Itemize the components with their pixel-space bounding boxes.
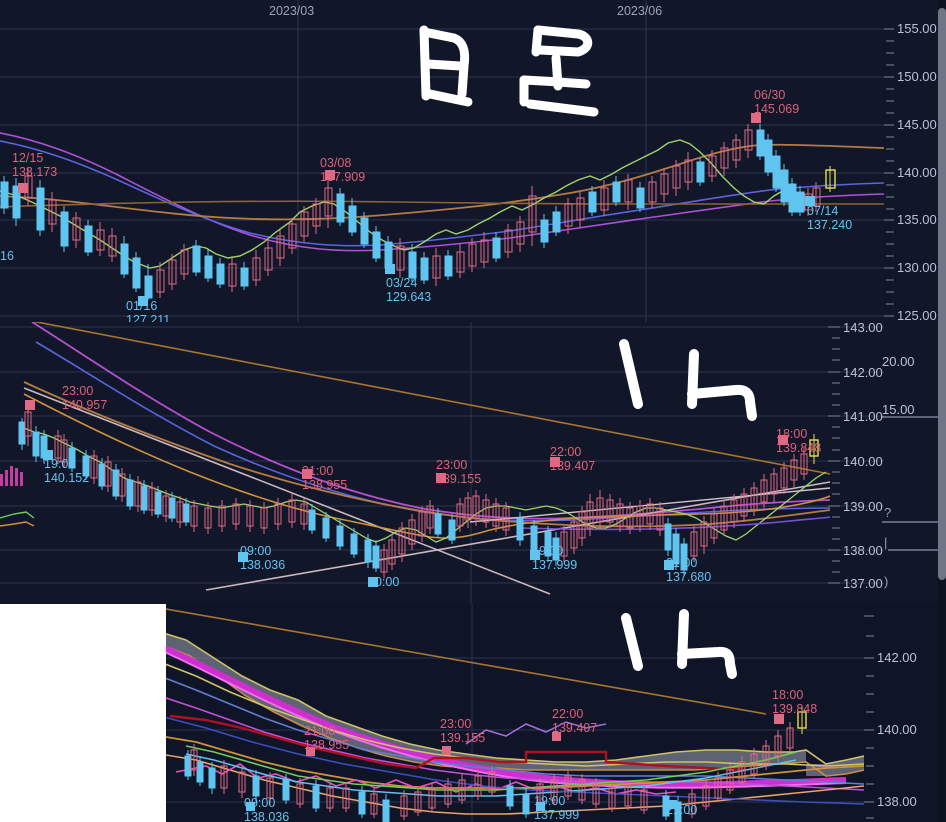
indicator-ma-lilac xyxy=(465,721,607,745)
ind-marker-low-2100 xyxy=(668,800,677,809)
hourly-indicator-panel[interactable]: 21:00 138.955 23:00 139.155 22:00 139.407 1… xyxy=(166,604,946,822)
daily-marker-label-0630: 06/30 145.069 xyxy=(754,88,800,116)
daily-marker-label-0714: 07/14 137.240 xyxy=(807,204,853,232)
hourly-ma-green xyxy=(23,427,827,543)
handwriting-annotation-nikkiashi xyxy=(410,22,640,122)
hourly-marker-squares xyxy=(25,400,788,587)
daily-current-candle xyxy=(825,166,836,192)
hourly-current-candle xyxy=(809,434,819,464)
hourly-trendline-white-down xyxy=(23,387,551,595)
indicator-ma-magenta-thin xyxy=(166,651,847,789)
indicator-candlesticks xyxy=(184,706,807,822)
indicator-current-candle xyxy=(797,706,807,734)
hourly-label-2300-b: 23:00 139.155 xyxy=(436,458,482,486)
hourly-label-1900-b: 19:00 137.999 xyxy=(532,544,578,572)
marker-high-0630 xyxy=(751,113,761,123)
indicator-ma-indigo xyxy=(166,716,864,805)
hourly-label-2100: 21:00 138.955 xyxy=(302,464,348,492)
daily-marker-squares xyxy=(18,113,815,306)
marker-high-2300-a xyxy=(25,400,35,410)
marker-low-1900-b xyxy=(530,550,540,560)
ind-marker-high-2300 xyxy=(442,746,451,755)
hidden-panel-orange-line xyxy=(0,521,35,527)
handwriting-annotation-1h-middle xyxy=(614,336,764,428)
hourly-label-2100-low: 21:00 137.680 xyxy=(666,556,712,584)
marker-high-1800 xyxy=(778,435,788,445)
hourly-label-2300-a: 23:00 140.957 xyxy=(62,384,108,412)
daily-marker-label-0116: 01/16 127.211 xyxy=(126,299,171,322)
ind-marker-high-2200 xyxy=(552,732,561,741)
hourly-label-0900: 09:00 138.036 xyxy=(240,544,286,572)
marker-low-1000 xyxy=(368,577,378,587)
hourly-ma-orange-long xyxy=(23,381,831,528)
marker-high-0308 xyxy=(325,170,335,180)
daily-chart-plot[interactable] xyxy=(0,0,946,322)
marker-low-2100 xyxy=(664,560,674,570)
daily-month-gridlines xyxy=(297,0,647,322)
hourly-candles-panel[interactable]: 23:00 140.957 21:00 138.955 23:00 139.155 2… xyxy=(0,322,946,605)
daily-marker-label-0324: 03/24 129.643 xyxy=(386,276,432,304)
hourly-trendline-brown xyxy=(32,322,831,475)
ind-marker-low-0900 xyxy=(246,802,255,811)
daily-ma-orange xyxy=(0,143,884,221)
marker-high-2200 xyxy=(550,457,560,467)
hourly-label-1800: 18:00 139.848 xyxy=(776,427,822,455)
date-label-2023-06: 2023/06 xyxy=(617,4,663,18)
marker-low-0116 xyxy=(138,296,148,306)
marker-low-0900 xyxy=(238,552,248,562)
indicator-marker-squares xyxy=(246,714,784,811)
indicator-ma-crimson xyxy=(169,714,747,772)
daily-gridlines xyxy=(0,28,884,317)
ind-marker-low-1900 xyxy=(536,802,545,811)
daily-left-edge-fragment: 16 xyxy=(0,249,14,263)
daily-ma-brown xyxy=(0,200,884,208)
indicator-label-0900: 09:00 138.036 xyxy=(244,796,290,822)
vertical-scrollbar[interactable] xyxy=(938,0,946,822)
hidden-panel-green-line xyxy=(0,511,35,519)
daily-candles-panel[interactable]: 2023/03 2023/06 16 12/15 138.173 03/08 137… xyxy=(0,0,946,322)
marker-high-2100 xyxy=(302,469,312,479)
indicator-label-2300: 23:00 139.155 xyxy=(440,717,486,745)
daily-ma-blue xyxy=(0,140,884,247)
hourly-chart-plot[interactable] xyxy=(0,322,946,605)
hourly-label-2200: 22:00 139.407 xyxy=(550,445,596,473)
ind-marker-high-2100 xyxy=(306,747,315,756)
indicator-ma-violet xyxy=(166,697,864,791)
date-label-2023-03: 2023/03 xyxy=(269,4,315,18)
white-occluding-block xyxy=(0,604,166,822)
marker-high-2300-b xyxy=(436,473,446,483)
ind-marker-high-1800 xyxy=(774,714,784,724)
marker-low-0324 xyxy=(385,264,395,274)
hourly-candlesticks xyxy=(18,406,819,578)
marker-low-0714 xyxy=(805,196,815,206)
hourly-label-1000: 10:00 xyxy=(368,575,400,589)
indicator-label-2200: 22:00 139.407 xyxy=(552,707,598,735)
indicator-label-1800: 18:00 139.848 xyxy=(772,688,818,716)
hidden-panel-histogram xyxy=(0,466,23,486)
hourly-indicator-plot[interactable] xyxy=(166,604,946,822)
daily-marker-label-0308: 03/08 137.909 xyxy=(320,156,366,184)
indicator-label-2100-low: 21:00 xyxy=(666,803,698,817)
indicator-ma-khaki xyxy=(166,663,864,767)
indicator-trendline-brown xyxy=(166,608,767,715)
indicator-label-2100: 21:00 138.955 xyxy=(304,724,350,752)
handwriting-annotation-1h-bottom xyxy=(618,609,748,692)
marker-high-1215 xyxy=(18,183,28,193)
indicator-label-1900: 19:00 137.999 xyxy=(534,794,580,822)
marker-low-1900-a xyxy=(43,450,53,460)
daily-marker-label-1215: 12/15 138.173 xyxy=(12,151,58,179)
scrollbar-thumb[interactable] xyxy=(938,8,946,580)
daily-candlesticks xyxy=(0,124,836,300)
hourly-label-1900-a: 19:00 140.152 xyxy=(44,457,90,485)
